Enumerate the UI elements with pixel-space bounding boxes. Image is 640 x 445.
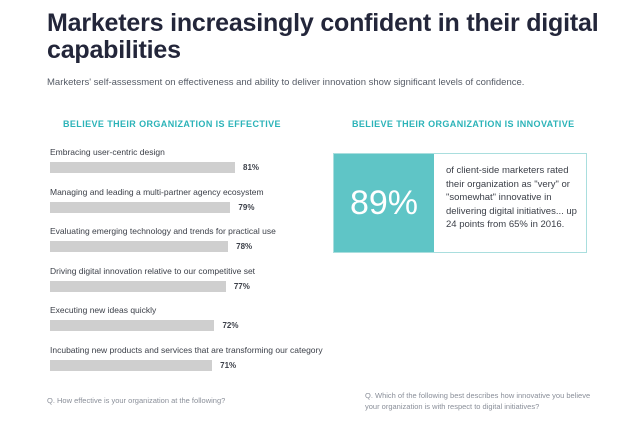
innovative-section-heading: BELIEVE THEIR ORGANIZATION IS INNOVATIVE bbox=[352, 119, 575, 129]
page-title: Marketers increasingly confident in thei… bbox=[47, 9, 599, 64]
bar-value-label: 78% bbox=[236, 242, 253, 251]
effective-section-heading: BELIEVE THEIR ORGANIZATION IS EFFECTIVE bbox=[63, 119, 281, 129]
effectiveness-question-footnote: Q. How effective is your organization at… bbox=[47, 396, 226, 405]
bar-row: Incubating new products and services tha… bbox=[50, 345, 340, 379]
bar-row: Managing and leading a multi-partner age… bbox=[50, 187, 340, 221]
innovation-stat-box: 89% of client-side marketers rated their… bbox=[333, 153, 587, 253]
bar-category-label: Driving digital innovation relative to o… bbox=[50, 265, 256, 276]
bar-row: Driving digital innovation relative to o… bbox=[50, 266, 340, 300]
bar-value-label: 71% bbox=[220, 360, 237, 370]
page-subtitle: Marketers' self-assessment on effectiven… bbox=[47, 77, 525, 88]
bar-category-label: Evaluating emerging technology and trend… bbox=[50, 226, 276, 236]
innovation-question-footnote: Q. Which of the following best describes… bbox=[365, 391, 591, 411]
bar-row: Embracing user-centric design 81% bbox=[50, 147, 340, 181]
bar-value-label: 81% bbox=[243, 163, 260, 172]
innovation-stat-value: 89% bbox=[334, 154, 434, 252]
bar bbox=[50, 359, 213, 371]
bar bbox=[50, 320, 215, 331]
innovation-stat-description: of client-side marketers rated their org… bbox=[446, 165, 577, 230]
bar bbox=[50, 201, 231, 213]
bar bbox=[50, 162, 235, 173]
bar-category-label: Managing and leading a multi-partner age… bbox=[50, 186, 264, 197]
bar-value-label: 72% bbox=[222, 321, 239, 330]
bar bbox=[50, 241, 229, 252]
bar-value-label: 79% bbox=[238, 202, 255, 212]
bar bbox=[50, 280, 226, 292]
bar-row: Evaluating emerging technology and trend… bbox=[50, 226, 340, 260]
bar-row: Executing new ideas quickly 72% bbox=[50, 305, 340, 339]
bar-category-label: Incubating new products and services tha… bbox=[50, 344, 323, 355]
bar-category-label: Embracing user-centric design bbox=[50, 147, 165, 157]
bar-value-label: 77% bbox=[233, 281, 250, 291]
bar-category-label: Executing new ideas quickly bbox=[50, 305, 157, 315]
